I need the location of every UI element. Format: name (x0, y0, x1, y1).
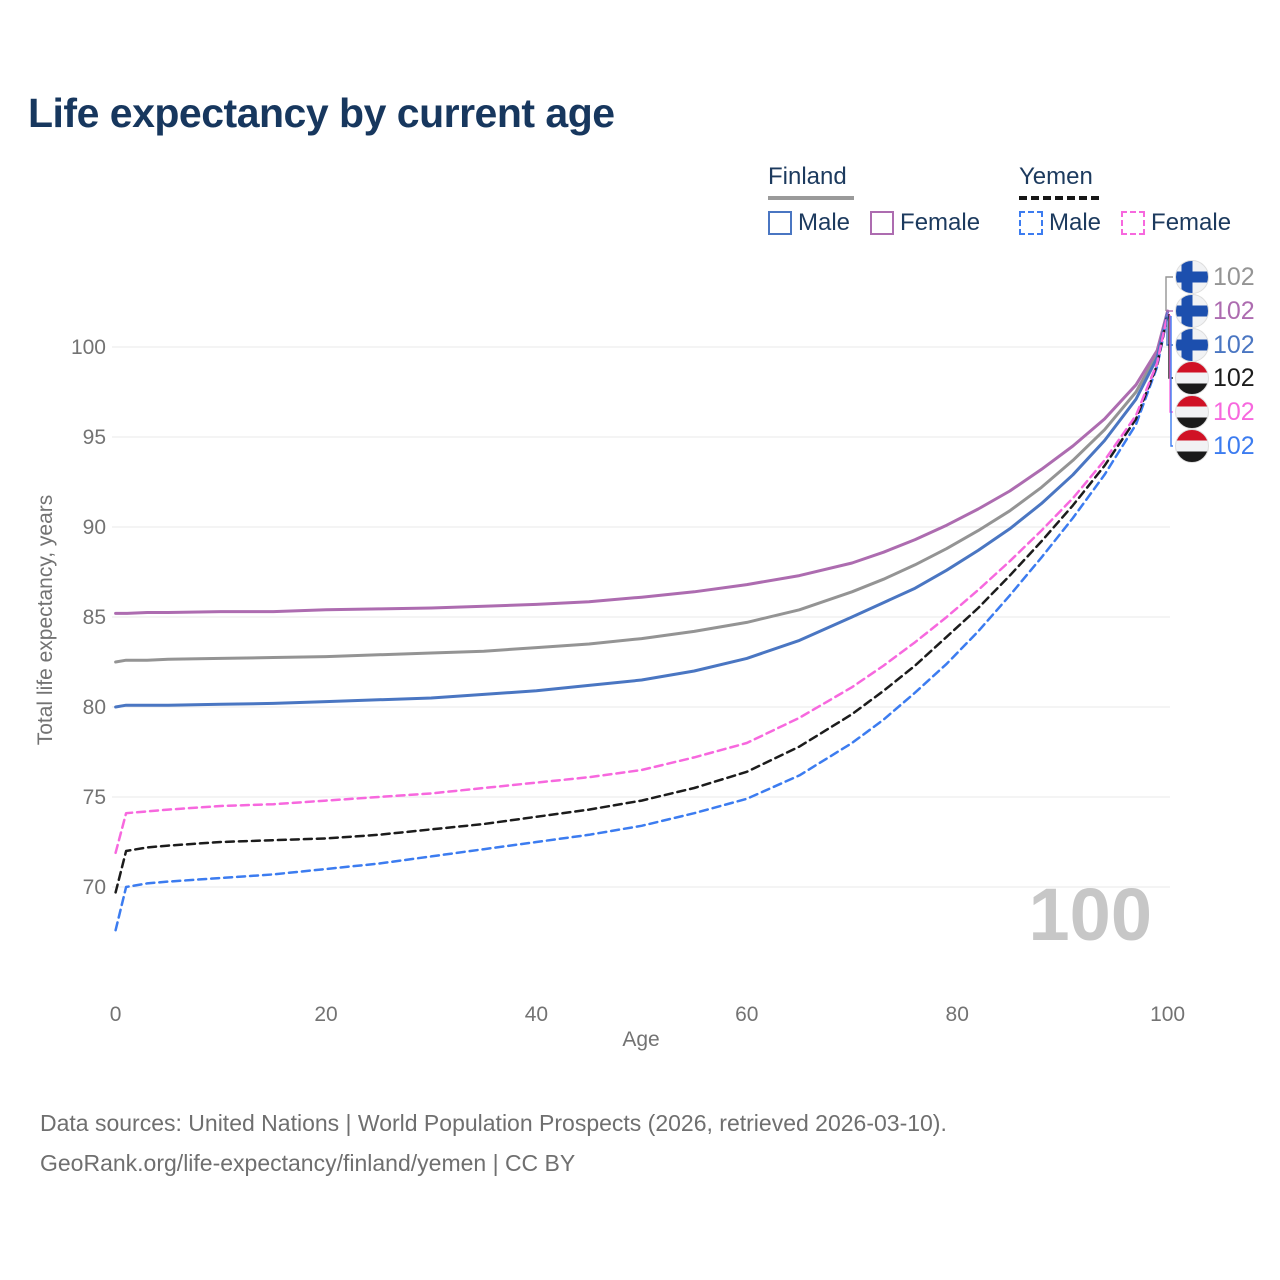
legend-label-yemen-female[interactable]: Female (1151, 209, 1232, 236)
x-tick-label: 40 (525, 1003, 548, 1026)
x-tick-label: 80 (946, 1003, 969, 1026)
y-tick-label: 90 (83, 516, 106, 539)
legend-group-yemen: Yemen Male Female (1019, 163, 1251, 237)
series-finland-both-sexes (114, 310, 1170, 664)
x-tick-label: 60 (735, 1003, 758, 1026)
y-tick-label: 95 (83, 426, 106, 449)
age-watermark: 100 (1028, 873, 1152, 956)
legend-swatch-finland-female[interactable] (870, 211, 895, 235)
legend-label-finland-male[interactable]: Male (798, 209, 851, 236)
x-tick-label: 20 (314, 1003, 337, 1026)
finland-flag-icon (1175, 294, 1209, 328)
flag-outline (1175, 395, 1209, 429)
y-tick-label: 85 (83, 606, 106, 629)
end-value-label: 102 (1213, 297, 1255, 325)
series-yemen-male (114, 314, 1169, 932)
end-value-label: 102 (1213, 331, 1255, 359)
legend-row-yemen: Male Female (1019, 209, 1251, 237)
series-yemen-female (114, 312, 1169, 855)
legend-row-finland: Male Female (768, 209, 1000, 237)
footer-attribution: GeoRank.org/life-expectancy/finland/yeme… (40, 1150, 576, 1176)
finland-flag-icon (1175, 328, 1209, 362)
label-leader-line (1170, 316, 1173, 447)
yemen-flag-icon (1175, 429, 1209, 463)
label-leader-line (1169, 315, 1173, 413)
x-tick-label: 0 (110, 1003, 122, 1026)
end-value-label: 102 (1213, 263, 1255, 291)
legend-label-yemen-male[interactable]: Male (1049, 209, 1102, 236)
footer-sources: Data sources: United Nations | World Pop… (40, 1110, 947, 1136)
flag-outline (1175, 294, 1209, 328)
flag-outline (1175, 361, 1209, 395)
flag-outline (1175, 429, 1209, 463)
x-axis-title: Age (622, 1028, 660, 1051)
yemen-flag-icon (1175, 361, 1209, 395)
series-finland-male (114, 311, 1170, 709)
end-value-label: 102 (1213, 398, 1255, 426)
legend-line-sample-solid (768, 196, 854, 200)
y-tick-label: 80 (83, 696, 106, 719)
yemen-flag-icon (1175, 395, 1209, 429)
end-value-label: 102 (1213, 364, 1255, 392)
series-yemen-both-sexes (114, 313, 1169, 894)
flag-outline (1175, 260, 1209, 294)
legend-swatch-finland-male[interactable] (768, 211, 792, 235)
legend-swatch-yemen-male[interactable] (1019, 211, 1043, 235)
legend-line-sample-dashed (1019, 196, 1099, 200)
legend-swatch-yemen-female[interactable] (1121, 211, 1146, 235)
legend-label-finland-female[interactable]: Female (900, 209, 981, 236)
y-tick-label: 75 (83, 786, 106, 809)
page-title: Life expectancy by current age (28, 90, 615, 136)
legend-country-finland: Finland (768, 163, 847, 190)
legend-group-finland: Finland Male Female (768, 163, 1000, 237)
label-leader-line (1165, 276, 1173, 311)
finland-flag-icon (1175, 260, 1209, 294)
series-finland-female (114, 309, 1170, 615)
end-value-label: 102 (1213, 432, 1255, 460)
y-tick-label: 100 (71, 336, 106, 359)
y-tick-label: 70 (83, 876, 106, 899)
x-tick-label: 100 (1150, 1003, 1185, 1026)
legend-country-yemen: Yemen (1019, 163, 1093, 190)
